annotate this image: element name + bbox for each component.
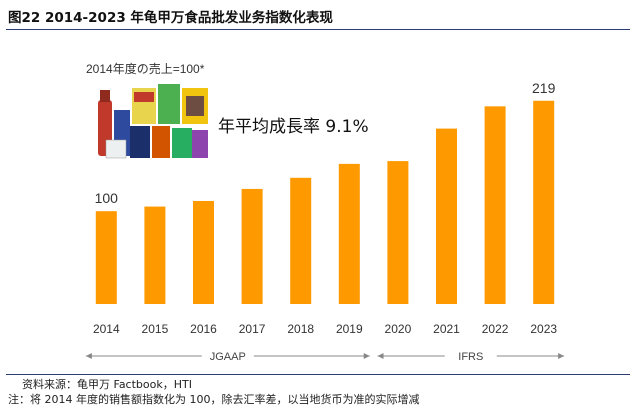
period-arrow-left-1 (377, 353, 384, 359)
product-photo (94, 82, 212, 164)
bar-2021 (436, 128, 457, 304)
figure-title: 图22 2014-2023 年龟甲万食品批发业务指数化表现 (8, 10, 333, 26)
bar-2017 (241, 188, 263, 304)
x-tick-label-2014: 2014 (93, 322, 120, 336)
x-tick-label-2023: 2023 (530, 322, 557, 336)
bar-2014 (95, 211, 117, 304)
period-arrow-right-1 (558, 353, 565, 359)
title-rule (6, 29, 630, 30)
chart-note: 2014年度の売上=100* (86, 62, 205, 76)
bar-2019 (338, 163, 360, 304)
x-tick-label-2021: 2021 (433, 322, 460, 336)
bar-2020 (387, 161, 409, 304)
data-label-2023: 219 (532, 80, 556, 96)
cagr-annotation: 年平均成長率 9.1% (218, 117, 369, 137)
x-tick-label-2017: 2017 (239, 322, 266, 336)
period-arrow-right-0 (363, 353, 370, 359)
bar-chart: 2014 100 2015 2016 2017 2018 2019 2020 2021 2022 2… (85, 80, 565, 363)
bar-2018 (290, 177, 312, 304)
x-tick-label-2022: 2022 (482, 322, 509, 336)
bar-2016 (193, 200, 214, 304)
period-label-0: JGAAP (210, 351, 246, 363)
x-tick-label-2020: 2020 (385, 322, 412, 336)
bar-2023 (533, 100, 555, 304)
x-tick-label-2019: 2019 (336, 322, 363, 336)
source-rule (6, 374, 630, 375)
bar-2015 (144, 206, 166, 304)
period-arrow-left-0 (85, 353, 92, 359)
x-tick-label-2018: 2018 (287, 322, 314, 336)
x-tick-label-2015: 2015 (142, 322, 169, 336)
footnote: 注：将 2014 年度的销售额指数化为 100，除去汇率差，以当地货币为准的实际… (8, 393, 420, 406)
chart-area: 2014 100 2015 2016 2017 2018 2019 2020 2021 2022 2… (62, 42, 582, 372)
x-tick-label-2016: 2016 (190, 322, 217, 336)
period-label-1: IFRS (458, 351, 483, 363)
source-note: 资料来源：龟甲万 Factbook，HTI (22, 378, 192, 391)
bar-2022 (484, 106, 506, 304)
data-label-2014: 100 (95, 190, 119, 206)
